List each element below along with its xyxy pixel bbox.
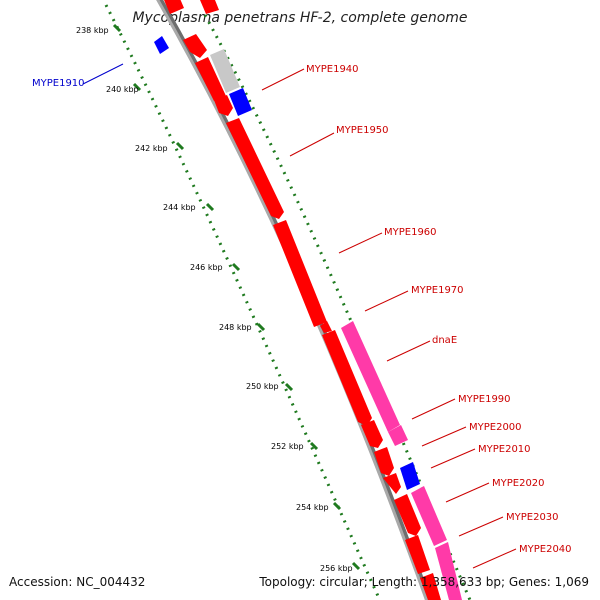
gene-mype1940[interactable] — [210, 49, 240, 93]
gene-forward-5[interactable] — [226, 118, 284, 219]
gene-forward-12[interactable] — [394, 494, 421, 536]
label-mype1910[interactable]: MYPE1910 — [32, 78, 85, 89]
leader-mype2040 — [472, 548, 517, 569]
gene-forward-11[interactable] — [383, 473, 401, 494]
gene-forward-2[interactable] — [183, 34, 207, 58]
tick-label: 252 kbp — [271, 442, 304, 451]
label-mype2010[interactable]: MYPE2010 — [478, 444, 531, 455]
gene-forward-3[interactable] — [195, 57, 226, 101]
label-mype1990[interactable]: MYPE1990 — [458, 394, 511, 405]
gene-forward-4[interactable] — [214, 95, 233, 116]
gene-labels: MYPE1910 MYPE1940 MYPE1950 MYPE1960 MYPE… — [32, 63, 572, 569]
label-mype1950[interactable]: MYPE1950 — [336, 125, 389, 136]
gene-outer-red-top[interactable] — [200, 0, 219, 14]
accession-text: Accession: NC_004432 — [9, 575, 145, 589]
genome-summary-text: Topology: circular; Length: 1,358,633 bp… — [258, 575, 589, 589]
tick-label: 248 kbp — [219, 323, 252, 332]
gene-pink-2[interactable] — [388, 425, 408, 446]
outer-gene-track — [200, 0, 462, 600]
leader-mype1940 — [261, 68, 305, 91]
gene-blue-2[interactable] — [400, 462, 420, 490]
gene-forward-7[interactable] — [320, 321, 332, 333]
tick-label: 250 kbp — [246, 382, 279, 391]
tick-label: 244 kbp — [163, 203, 196, 212]
tick-label: 240 kbp — [106, 85, 139, 94]
gene-forward-6[interactable] — [273, 220, 327, 327]
tick-label: 254 kbp — [296, 503, 329, 512]
tick-label: 256 kbp — [320, 564, 353, 573]
leader-mype2030 — [458, 516, 504, 537]
leader-dnae — [386, 340, 431, 362]
label-mype2020[interactable]: MYPE2020 — [492, 478, 545, 489]
label-mype2030[interactable]: MYPE2030 — [506, 512, 559, 523]
gene-forward-13[interactable] — [405, 535, 430, 574]
gene-forward-9[interactable] — [361, 420, 383, 448]
tick-label: 238 kbp — [76, 26, 109, 35]
gene-forward-8[interactable] — [322, 330, 372, 426]
leader-mype2000 — [421, 426, 467, 447]
gene-forward-1[interactable] — [164, 0, 184, 14]
map-title: Mycoplasma penetrans HF-2, complete geno… — [132, 10, 467, 26]
tick-marks — [112, 23, 361, 571]
leader-mype2010 — [430, 448, 476, 469]
label-mype2040[interactable]: MYPE2040 — [519, 544, 572, 555]
leader-mype2020 — [445, 482, 490, 503]
label-mype2000[interactable]: MYPE2000 — [469, 422, 522, 433]
label-mype1970[interactable]: MYPE1970 — [411, 285, 464, 296]
leader-mype1990 — [411, 398, 456, 420]
leader-mype1970 — [364, 290, 409, 312]
gene-forward-10[interactable] — [374, 447, 394, 476]
gene-pink-3[interactable] — [411, 486, 447, 546]
gene-pink-4[interactable] — [435, 542, 462, 600]
label-mype1960[interactable]: MYPE1960 — [384, 227, 437, 238]
label-mype1940[interactable]: MYPE1940 — [306, 64, 359, 75]
gene-blue-1[interactable] — [229, 88, 252, 116]
tick-label: 246 kbp — [190, 263, 223, 272]
leader-mype1960 — [338, 232, 383, 254]
leader-mype1910 — [82, 63, 124, 85]
gene-forward-14[interactable] — [420, 573, 441, 600]
backbone-arc-shadow — [156, 0, 432, 600]
forward-gene-track — [164, 0, 441, 600]
leader-mype1950 — [289, 132, 335, 157]
gene-dnae[interactable] — [341, 321, 400, 432]
outer-tick-track — [104, 4, 382, 600]
label-dnae[interactable]: dnaE — [432, 335, 457, 346]
tick-label: 242 kbp — [135, 144, 168, 153]
tick-labels: 238 kbp 240 kbp 242 kbp 244 kbp 246 kbp … — [76, 26, 353, 573]
gene-mype1910[interactable] — [154, 36, 169, 54]
